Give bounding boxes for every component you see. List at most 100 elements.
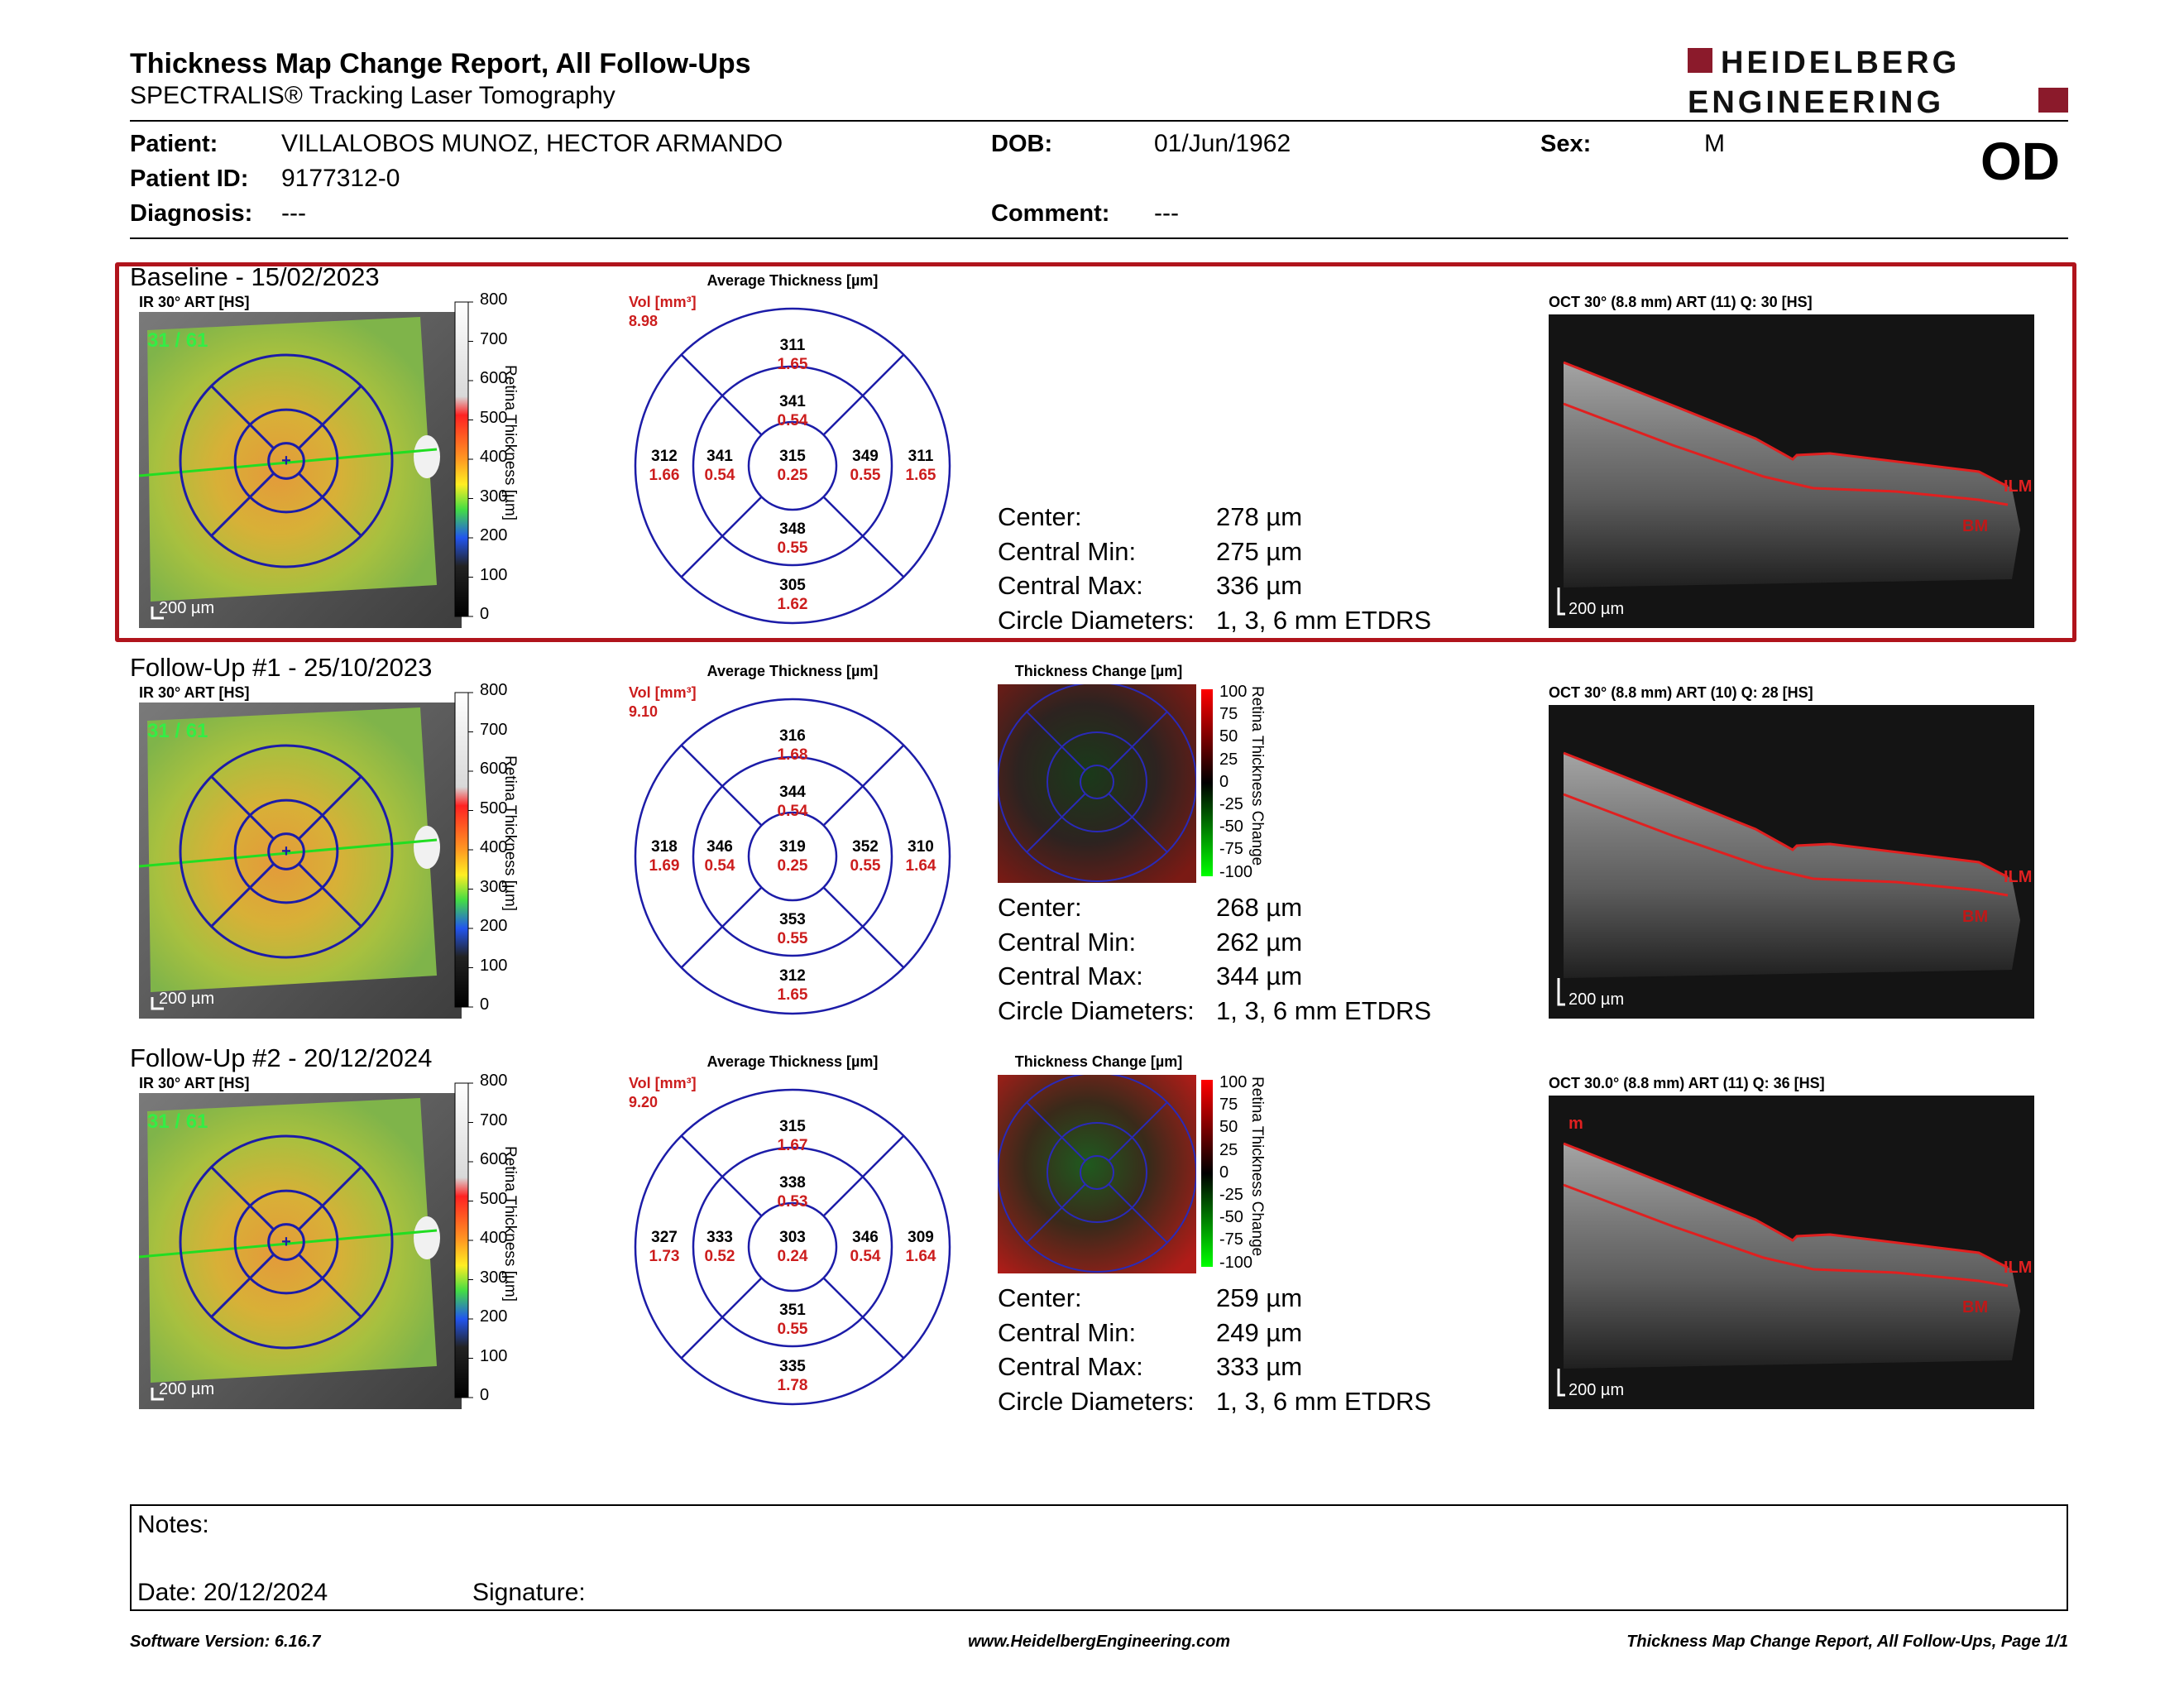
change-tick-label: -50	[1219, 1208, 1243, 1227]
sector-volume-superior-inner: 0.53	[777, 1193, 808, 1211]
etdrs-overlay-spoke	[210, 385, 275, 449]
etdrs-overlay-circle	[267, 1223, 305, 1261]
stat-label-central-max: Central Max:	[998, 961, 1143, 990]
colorbar-tick-label: 500	[480, 1189, 508, 1208]
notes-box[interactable]: Notes: Date: 20/12/2024 Signature:	[130, 1504, 2068, 1611]
sector-thickness-inferior-outer: 312	[779, 967, 806, 985]
change-map-field	[998, 684, 1196, 883]
visit-title: Baseline - 15/02/2023	[130, 262, 380, 291]
change-map-spoke	[1108, 793, 1168, 853]
change-map-spoke	[1108, 711, 1168, 771]
etdrs-overlay-spoke	[298, 775, 362, 840]
change-map-ring	[1046, 1122, 1147, 1223]
sector-volume-nasal-inner: 0.54	[850, 1248, 881, 1265]
etdrs-overlay-circle	[233, 408, 339, 514]
volume-label: Vol [mm³]	[629, 684, 697, 701]
sector-thickness-center: 319	[779, 838, 806, 856]
change-tick-label: 75	[1219, 1096, 1238, 1115]
sector-volume-superior-outer: 1.67	[777, 1137, 808, 1154]
colorbar-tick-label: 600	[480, 760, 508, 778]
heidelberg-logo: HEIDELBERG ENGINEERING	[1688, 46, 2068, 116]
thickness-change-title: Thickness Change [µm]	[1014, 663, 1183, 679]
stat-value-circle-diameters: 1, 3, 6 mm ETDRS	[1216, 1386, 1432, 1416]
change-map-ring	[1046, 731, 1147, 832]
etdrs-overlay-spoke	[298, 1254, 362, 1318]
sector-volume-nasal-outer: 1.64	[905, 1248, 936, 1265]
etdrs-overlay-spoke	[210, 472, 275, 537]
optic-disc	[414, 435, 440, 478]
ilm-label: ILM	[2004, 477, 2032, 496]
thickness-overlay	[147, 317, 437, 602]
etdrs-ring	[692, 365, 893, 567]
change-tick-label: -100	[1219, 862, 1253, 881]
change-map-field	[998, 1075, 1196, 1273]
sector-thickness-inferior-inner: 353	[779, 911, 806, 928]
stat-label-center: Center:	[998, 893, 1082, 922]
volume-label: Vol [mm³]	[629, 294, 697, 310]
baseline-highlight-frame	[115, 262, 2076, 642]
etdrs-spoke	[822, 496, 905, 578]
art-frame-count: 31 / 61	[147, 1110, 208, 1133]
change-tick-label: -100	[1219, 1253, 1253, 1272]
retina-tissue	[1564, 362, 2020, 587]
logo-line1: HEIDELBERG	[1721, 46, 1960, 80]
sector-volume-nasal-outer: 1.64	[905, 857, 936, 875]
stat-value-center: 268 µm	[1216, 893, 1303, 922]
scale-bar	[151, 997, 164, 1010]
stat-label-circle-diameters: Circle Diameters:	[998, 605, 1195, 635]
stat-value-center: 259 µm	[1216, 1283, 1303, 1312]
colorbar-title: Retina Thickness [µm]	[501, 755, 519, 911]
change-map-spoke	[1026, 793, 1086, 853]
change-tick-label: 25	[1219, 750, 1238, 769]
sector-volume-nasal-outer: 1.65	[905, 467, 936, 484]
sector-volume-inferior-outer: 1.78	[777, 1377, 808, 1394]
etdrs-grid	[634, 307, 951, 625]
etdrs-spoke	[680, 353, 763, 436]
change-tick-label: -75	[1219, 1230, 1243, 1249]
scale-bar-label: 200 µm	[159, 1380, 214, 1398]
comment-label: Comment:	[991, 200, 1110, 227]
stat-label-central-min: Central Min:	[998, 927, 1137, 957]
etdrs-overlay-spoke	[210, 1166, 275, 1230]
sector-volume-temporal-inner: 0.52	[704, 1248, 735, 1265]
thickness-colorbar	[454, 1082, 473, 1398]
change-map-ring	[1080, 1155, 1114, 1190]
change-tick-label: -25	[1219, 1186, 1243, 1204]
change-tick-label: 100	[1219, 683, 1248, 701]
stat-value-circle-diameters: 1, 3, 6 mm ETDRS	[1216, 995, 1432, 1025]
thickness-change-map	[998, 684, 1196, 883]
thickness-change-map	[998, 1075, 1196, 1273]
etdrs-overlay-spoke	[210, 775, 275, 840]
report-title: Thickness Map Change Report, All Follow-…	[130, 48, 751, 79]
sector-thickness-superior-inner: 341	[779, 393, 806, 410]
oct-bscan: ILM BM 200 µm	[1549, 705, 2034, 1019]
etdrs-overlay-circle	[179, 1134, 394, 1350]
ilm-boundary	[1563, 361, 2009, 488]
thickness-overlay	[147, 707, 437, 992]
stat-label-circle-diameters: Circle Diameters:	[998, 1386, 1195, 1416]
etdrs-spoke	[822, 744, 905, 827]
oct-bscan: ILM BM m 200 µm	[1549, 1096, 2034, 1409]
sector-volume-inferior-inner: 0.55	[777, 1321, 808, 1338]
stat-value-central-max: 336 µm	[1216, 571, 1303, 600]
sector-thickness-inferior-inner: 351	[779, 1302, 806, 1319]
oct-scale-bar	[1557, 978, 1565, 1006]
scale-bar	[151, 607, 164, 620]
oct-scan-line	[139, 448, 438, 477]
etdrs-spoke	[822, 1277, 905, 1360]
colorbar-tick-label: 400	[480, 1229, 508, 1247]
sector-thickness-temporal-outer: 312	[651, 448, 678, 465]
retina-tissue	[1564, 1144, 2020, 1369]
colorbar-tick-label: 500	[480, 798, 508, 818]
patient-divider	[130, 237, 2068, 239]
etdrs-overlay-circle	[179, 744, 394, 959]
footer-website[interactable]: www.HeidelbergEngineering.com	[968, 1633, 1231, 1651]
colorbar-tick-label: 800	[480, 290, 508, 309]
etdrs-grid	[634, 698, 951, 1015]
etdrs-spoke	[680, 744, 763, 827]
patient-name: VILLALOBOS MUNOZ, HECTOR ARMANDO	[281, 130, 783, 157]
oct-scale-bar	[1557, 587, 1565, 616]
colorbar-tick-label: 600	[480, 1150, 508, 1168]
diagnosis-label: Diagnosis:	[130, 200, 253, 227]
colorbar-tick-label: 200	[480, 917, 508, 935]
